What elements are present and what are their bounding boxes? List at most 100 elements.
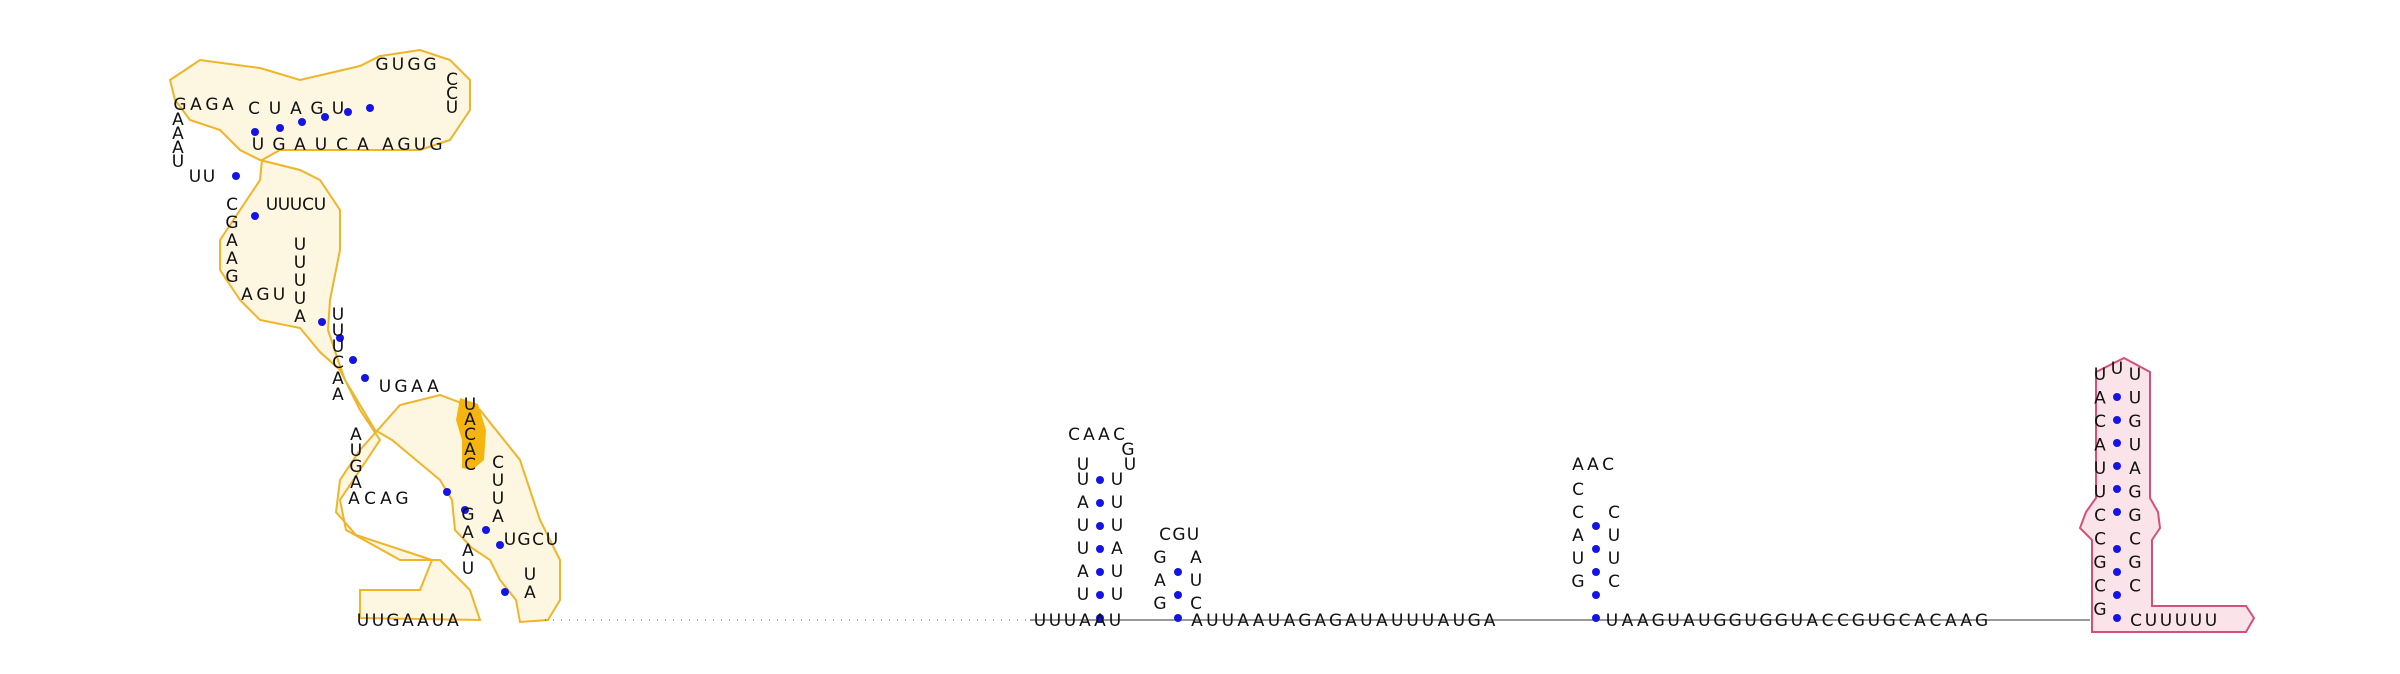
nucleotide: A [2094, 436, 2106, 456]
nucleotide: U [1222, 611, 1234, 631]
stem-2-pairs [1096, 476, 1104, 622]
nucleotide: A [464, 410, 476, 430]
nucleotide: A [357, 135, 369, 155]
nucleotide: U [2145, 611, 2157, 631]
highlight-region [456, 398, 486, 470]
nucleotide: G [517, 530, 530, 550]
nucleotide: U [492, 471, 504, 491]
outline-domain-2 [2078, 356, 2256, 633]
nucleotide: U [350, 441, 362, 461]
nucleotide: G [310, 99, 323, 119]
nucleotide: U [414, 135, 426, 155]
nucleotide: A [1154, 571, 1166, 591]
nucleotide: U [1698, 611, 1710, 631]
nucleotide: A [1083, 425, 1095, 445]
nucleotide: U [1077, 539, 1089, 559]
nucleotide: A [1945, 611, 1957, 631]
nucleotide: U [504, 530, 516, 550]
nucleotide: G [1975, 611, 1988, 631]
nucleotide: U [432, 611, 444, 631]
nucleotide: G [1729, 611, 1742, 631]
nucleotide: C [248, 99, 260, 119]
nucleotide: A [1190, 548, 1202, 568]
nucleotide: U [2129, 436, 2141, 456]
nucleotide: G [256, 285, 269, 305]
nucleotide: A [1438, 611, 1450, 631]
nucleotide: A [1572, 455, 1584, 475]
nucleotide: U [1391, 611, 1403, 631]
nucleotide: A [241, 285, 253, 305]
nucleotide: U [492, 489, 504, 509]
nucleotide: U [1606, 611, 1618, 631]
nucleotide: G [1759, 611, 1772, 631]
nucleotide: A [1806, 611, 1818, 631]
nucleotide: U [1064, 611, 1076, 631]
nucleotide: G [173, 95, 186, 115]
nucleotide: U [2094, 459, 2106, 479]
nucleotide: U [189, 167, 201, 187]
nucleotide: A [2129, 459, 2141, 479]
nucleotide: G [1153, 548, 1166, 568]
nucleotide: C [1190, 594, 1202, 614]
stem-4-pairs [1592, 522, 1600, 622]
nucleotide: A [1111, 539, 1123, 559]
nucleotide: U [524, 565, 536, 585]
nucleotide: A [294, 135, 306, 155]
nucleotide: U [1111, 585, 1123, 605]
nucleotide: G [461, 505, 474, 525]
nucleotide: A [172, 110, 184, 130]
nucleotide: U [1422, 611, 1434, 631]
nucleotide: U [1190, 571, 1202, 591]
nucleotide: U [1077, 470, 1089, 490]
nucleotide: C [1602, 455, 1614, 475]
nucleotide: G [1298, 611, 1311, 631]
nucleotide: U [1453, 611, 1465, 631]
nucleotide: C [1837, 611, 1849, 631]
nucleotide: G [2128, 506, 2141, 526]
nucleotide: G [395, 489, 408, 509]
nucleotide: C [1929, 611, 1941, 631]
nucleotide: U [1608, 526, 1620, 546]
nucleotide: A [290, 99, 302, 119]
nucleotide: U [379, 377, 391, 397]
nucleotide: G [1121, 440, 1134, 460]
nucleotide: C [1899, 611, 1911, 631]
nucleotide: U [332, 99, 344, 119]
nucleotide: A [1345, 611, 1357, 631]
nucleotide: G [1172, 525, 1185, 545]
nucleotide: U [1206, 611, 1218, 631]
nucleotide: A [447, 611, 459, 631]
nucleotide: G [1713, 611, 1726, 631]
nucleotide: G [423, 55, 436, 75]
nucleotide: A [1284, 611, 1296, 631]
nucleotide: C [1608, 503, 1620, 523]
nucleotide: G [2093, 553, 2106, 573]
nucleotide: A [172, 124, 184, 144]
nucleotide: A [1094, 611, 1106, 631]
nucleotide: A [332, 369, 344, 389]
nucleotide: U [2094, 365, 2106, 385]
nucleotide: U [1608, 549, 1620, 569]
nucleotide: C [2129, 577, 2141, 597]
nucleotide: U [314, 195, 326, 215]
nucleotide: U [1744, 611, 1756, 631]
nucleotide: A [1914, 611, 1926, 631]
nucleotide: A [1253, 611, 1265, 631]
nucleotide: A [462, 541, 474, 561]
nucleotide: G [375, 55, 388, 75]
nucleotide: U [266, 195, 278, 215]
nucleotide: U [1049, 611, 1061, 631]
nucleotide: A [1960, 611, 1972, 631]
nucleotide: U [2190, 611, 2202, 631]
nucleotide: A [226, 231, 238, 251]
nucleotide: A [1237, 611, 1249, 631]
nucleotide: U [203, 167, 215, 187]
nucleotide: U [2160, 611, 2172, 631]
nucleotide: C [226, 195, 238, 215]
nucleotide: C [1159, 525, 1171, 545]
nucleotide: G [1852, 611, 1865, 631]
nucleotide: A [222, 95, 234, 115]
nucleotide: U [1406, 611, 1418, 631]
nucleotide: G [407, 55, 420, 75]
nucleotide: A [1587, 455, 1599, 475]
